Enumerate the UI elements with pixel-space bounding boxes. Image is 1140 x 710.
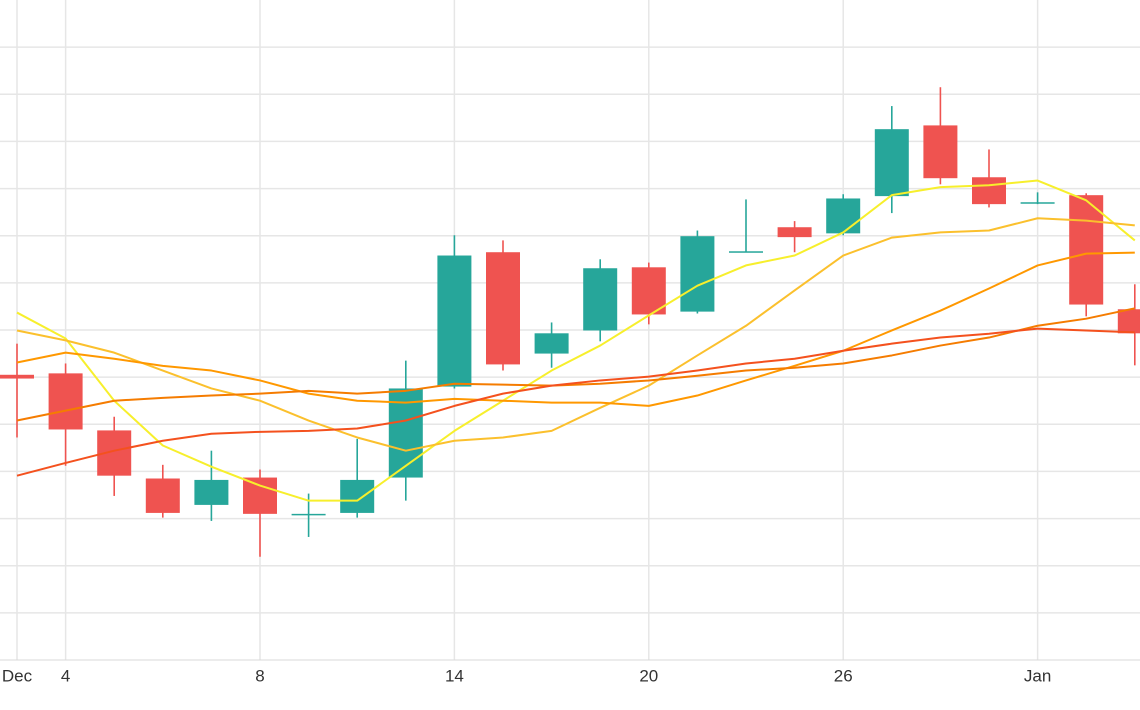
candle-body [923,125,958,179]
candle-body [729,251,763,253]
candle-body [1069,195,1104,305]
candle-body [486,252,520,365]
candle-body [291,513,326,516]
candle-body [534,333,569,354]
candle-body [145,478,180,513]
candle-body [437,255,472,387]
x-tick-label: 26 [834,666,853,685]
candle-body [1117,309,1140,334]
moving-average-line [16,327,1135,477]
candle-body [631,267,666,315]
candle-body [583,268,618,331]
candle-body [0,374,34,379]
candle-body [243,477,277,514]
candle-body [826,198,861,234]
candle-body [777,227,812,238]
x-tick-label: 4 [61,666,70,685]
candle-body [1020,202,1055,204]
moving-average-line [16,179,1136,502]
moving-average-line [16,307,1136,422]
candle-body [972,177,1006,205]
x-tick-label: Jan [1024,666,1051,685]
candle-body [48,373,83,430]
candle-body [340,479,375,513]
moving-average-line [16,217,1135,452]
x-tick-label: 14 [445,666,464,685]
candle-body [874,129,909,197]
x-tick-label: Dec [2,666,33,685]
x-tick-label: 8 [255,666,264,685]
candle-body [680,236,715,312]
moving-average-line [16,251,1135,407]
candle-body [194,479,229,505]
x-tick-label: 20 [639,666,658,685]
